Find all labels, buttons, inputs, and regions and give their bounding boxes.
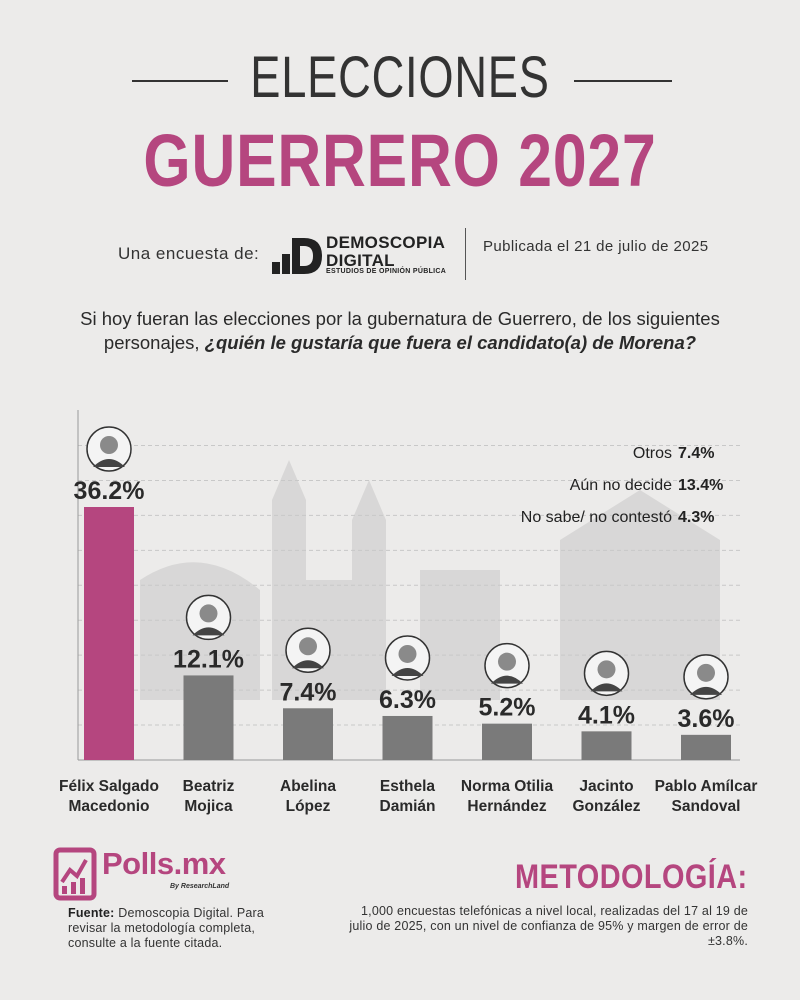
divider <box>465 228 466 280</box>
candidate-name: Félix Salgado Macedonio <box>54 777 164 817</box>
candidate-name-line: Jacinto <box>579 778 634 795</box>
source-label: Fuente: <box>68 906 115 920</box>
question-emphasis: ¿quién le gustaría que fuera el candidat… <box>204 332 697 353</box>
polls-brand-sub: By ResearchLand <box>170 883 230 890</box>
source-note: Fuente: Demoscopia Digital. Para revisar… <box>68 906 278 951</box>
published-date: Publicada el 21 de julio de 2025 <box>483 238 709 255</box>
brand-subtitle: ESTUDIOS DE OPINIÓN PÚBLICA <box>326 268 447 275</box>
candidate-avatar <box>185 594 232 641</box>
survey-by-label: Una encuesta de: <box>118 244 260 263</box>
candidate-name-line: Norma Otilia <box>460 778 554 795</box>
candidate-name-line: Pablo Amílcar <box>654 778 758 795</box>
other-responses: Otros 7.4% Aún no decide 13.4% No sabe/ no… <box>521 438 734 534</box>
bar <box>382 715 433 760</box>
other-row-otros: Otros 7.4% <box>521 438 734 470</box>
candidate-name-line: Esthela <box>379 778 436 795</box>
candidate-name-line: Sandoval <box>671 798 741 815</box>
bar-value-label: 36.2% <box>74 477 145 505</box>
bar <box>183 675 234 760</box>
source-text: Demoscopia Digital. Para revisar la meto… <box>68 906 265 950</box>
bar <box>482 723 532 760</box>
polls-brand: Polls.mx <box>102 846 226 881</box>
brand-name-line-2: DIGITAL <box>326 251 395 270</box>
other-row-aun-no-decide: Aún no decide 13.4% <box>521 470 734 502</box>
bar-value-label: 5.2% <box>479 694 536 722</box>
candidate-name-line: González <box>572 798 641 815</box>
polls-logo-icon <box>53 847 97 901</box>
candidate-name-line: Hernández <box>467 798 547 815</box>
bar <box>681 734 731 760</box>
candidate-avatar <box>86 426 132 472</box>
other-label: No sabe/ no contestó <box>520 509 672 526</box>
bar-value-label: 7.4% <box>280 678 337 706</box>
bar-value-label: 4.1% <box>578 701 635 729</box>
bar-value-label: 3.6% <box>678 705 735 733</box>
source-row: Una encuesta de: DEMOSCOPIA DIGITAL ESTU… <box>0 228 800 280</box>
demoscopia-logo-icon <box>272 238 322 274</box>
candidate-avatar <box>583 650 630 697</box>
survey-question: Si hoy fueran las elecciones por la gube… <box>80 307 720 355</box>
title-row: ELECCIONES <box>0 44 800 110</box>
bar-value-label: 12.1% <box>173 645 244 673</box>
candidate-name: Esthela Damián <box>353 777 463 817</box>
candidate-name-line: Abelina <box>280 778 336 795</box>
candidate-name: Norma Otilia Hernández <box>452 777 562 817</box>
candidate-name: Beatriz Mojica <box>154 777 264 817</box>
methodology-text: 1,000 encuestas telefónicas a nivel loca… <box>349 904 748 948</box>
bar <box>84 507 134 760</box>
candidate-name: Pablo Amílcar Sandoval <box>651 777 761 817</box>
title-main: GUERRERO 2027 <box>143 119 657 202</box>
bar <box>581 731 632 760</box>
other-label: Aún no decide <box>569 477 672 494</box>
candidate-name: Jacinto González <box>552 777 662 817</box>
candidate-name-line: Macedonio <box>68 798 150 815</box>
brand-name-line-1: DEMOSCOPIA <box>326 233 446 252</box>
other-label: Otros <box>632 445 672 462</box>
candidate-name-line: Damián <box>379 798 436 815</box>
other-value: 7.4% <box>678 445 715 462</box>
title-rule-left <box>132 80 228 82</box>
candidate-name-line: Mojica <box>184 798 233 815</box>
candidate-name: Abelina López <box>253 777 363 817</box>
candidate-name-line: Beatriz <box>182 778 235 795</box>
question-plain: Si hoy fueran las elecciones por la gube… <box>80 308 720 353</box>
candidate-name-line: Félix Salgado <box>59 778 159 795</box>
candidate-name-line: López <box>285 798 331 815</box>
bar <box>283 708 333 760</box>
other-value: 4.3% <box>678 509 715 526</box>
methodology-title: METODOLOGÍA: <box>515 858 748 896</box>
candidate-avatar <box>683 654 729 700</box>
title-top: ELECCIONES <box>250 45 550 110</box>
footer: Polls.mx By ResearchLand Fuente: Demosco… <box>0 840 800 1000</box>
other-row-no-sabe: No sabe/ no contestó 4.3% <box>521 502 734 534</box>
bar-value-label: 6.3% <box>379 686 436 714</box>
brand-name: DEMOSCOPIA DIGITAL <box>326 234 445 270</box>
candidate-avatar <box>484 642 530 689</box>
candidate-avatar <box>384 635 431 681</box>
other-value: 13.4% <box>678 477 724 494</box>
candidate-avatar <box>285 627 331 674</box>
title-rule-right <box>574 80 672 82</box>
